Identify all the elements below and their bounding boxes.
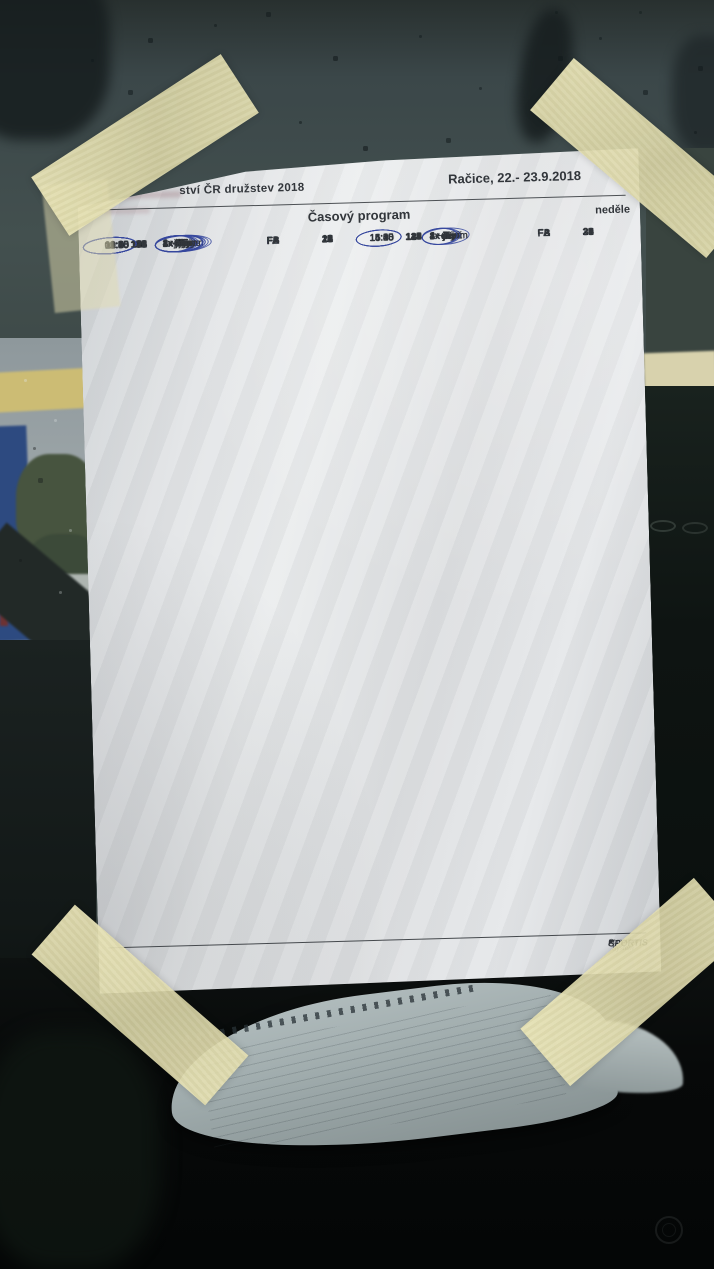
cell-no: 142 <box>405 231 422 243</box>
dark-green-patch <box>0 1030 160 1269</box>
cell-no: 122 <box>130 239 147 251</box>
schedule-sheet: ství ČR družstev 2018 Račice, 22.- 23.9.… <box>77 148 662 993</box>
cell-cls: 26 <box>321 233 333 246</box>
cell-code-circled: 4x- dci <box>162 237 192 250</box>
faint-ring-reflection <box>655 1216 683 1244</box>
highlight-glint <box>682 522 708 534</box>
cell-phase: FA <box>537 227 551 240</box>
cell-time: 16:25 <box>369 232 394 244</box>
dark-reflection <box>672 35 714 155</box>
dark-reflection <box>0 0 110 140</box>
outside-view <box>0 338 94 648</box>
cell-code: 8+ m <box>429 230 452 243</box>
paper-shading <box>77 148 662 993</box>
highlight-glint <box>650 520 676 532</box>
yellow-bar-reflection <box>0 367 94 413</box>
cell-phase: FA <box>266 235 280 247</box>
rain-droplets <box>0 0 1 1</box>
day-label: neděle <box>594 203 631 217</box>
cell-cls: 37 <box>582 226 594 238</box>
